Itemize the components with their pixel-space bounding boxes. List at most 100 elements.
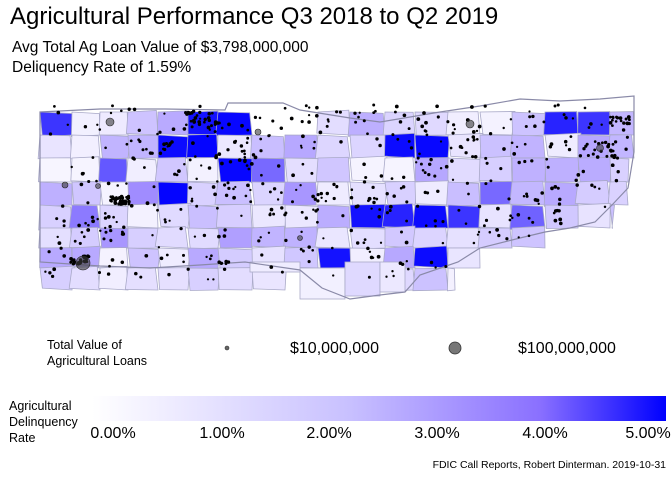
bank-point bbox=[385, 275, 388, 278]
bank-point bbox=[119, 202, 123, 206]
bank-point bbox=[372, 111, 376, 115]
bank-point bbox=[103, 212, 107, 215]
bank-point bbox=[558, 197, 562, 202]
county-polygon bbox=[349, 155, 388, 183]
bank-point bbox=[611, 115, 615, 119]
bank-point bbox=[453, 127, 456, 131]
bank-point bbox=[466, 138, 470, 142]
bank-point bbox=[517, 160, 521, 165]
bank-point bbox=[86, 201, 90, 205]
county-polygon bbox=[344, 261, 381, 297]
county-polygon bbox=[445, 227, 481, 249]
county-polygon bbox=[607, 180, 629, 206]
bank-point bbox=[62, 219, 66, 223]
bank-point bbox=[120, 109, 123, 113]
bank-point bbox=[473, 154, 478, 159]
bank-point bbox=[581, 169, 586, 174]
bank-point bbox=[420, 124, 425, 129]
bank-point bbox=[416, 204, 420, 208]
bank-point bbox=[188, 112, 192, 116]
county-polygon bbox=[543, 111, 579, 136]
bank-point bbox=[114, 196, 118, 199]
bank-point bbox=[569, 135, 573, 138]
bank-point bbox=[439, 167, 443, 170]
bank-point bbox=[426, 191, 430, 195]
bank-point bbox=[284, 238, 288, 243]
bank-point bbox=[95, 183, 101, 189]
bank-point bbox=[485, 161, 489, 165]
bank-point bbox=[144, 253, 149, 258]
size-legend-label-line1: Total Value of bbox=[47, 338, 122, 352]
bank-point bbox=[304, 104, 308, 108]
color-legend-title-line2: Delinquency bbox=[9, 415, 78, 429]
bank-point bbox=[330, 246, 334, 250]
bank-point bbox=[301, 162, 305, 166]
bank-point bbox=[558, 221, 563, 226]
county-polygon bbox=[349, 227, 389, 250]
bank-point bbox=[464, 222, 468, 225]
bank-point bbox=[195, 204, 199, 208]
county-polygon bbox=[314, 226, 351, 249]
county-polygon bbox=[187, 227, 221, 250]
bank-point bbox=[243, 152, 247, 156]
bank-point bbox=[249, 200, 253, 204]
bank-point bbox=[325, 124, 329, 128]
bank-point bbox=[219, 261, 224, 266]
bank-point bbox=[434, 266, 437, 269]
bank-point bbox=[557, 202, 562, 206]
bank-point bbox=[378, 208, 382, 211]
bank-point bbox=[95, 179, 98, 183]
bank-point bbox=[283, 106, 287, 110]
bank-point bbox=[595, 155, 600, 159]
bank-point bbox=[398, 120, 403, 124]
county-polygon bbox=[215, 111, 253, 137]
county-polygon bbox=[384, 180, 419, 206]
county-polygon bbox=[609, 204, 615, 229]
bank-point bbox=[593, 140, 597, 143]
bank-point bbox=[253, 115, 258, 120]
bank-point bbox=[206, 278, 210, 281]
bank-point bbox=[118, 195, 122, 200]
bank-point bbox=[228, 160, 233, 164]
bank-point bbox=[86, 228, 91, 232]
bank-point bbox=[427, 162, 432, 167]
bank-point bbox=[391, 133, 395, 137]
bank-point bbox=[109, 111, 113, 115]
bank-point bbox=[145, 147, 148, 151]
bank-point bbox=[181, 253, 186, 257]
bank-point bbox=[416, 156, 420, 160]
bank-point bbox=[590, 183, 594, 187]
source-caption: FDIC Call Reports, Robert Dinterman. 201… bbox=[432, 459, 666, 471]
county-polygon bbox=[37, 157, 73, 183]
bank-point bbox=[162, 142, 166, 147]
bank-point bbox=[257, 239, 261, 243]
bank-point bbox=[66, 123, 70, 127]
bank-point bbox=[284, 211, 288, 215]
bank-point bbox=[446, 120, 450, 124]
bank-point bbox=[439, 140, 443, 143]
bank-point bbox=[62, 254, 67, 258]
bank-point bbox=[240, 123, 244, 128]
bank-point bbox=[625, 135, 629, 139]
county-polygon bbox=[381, 203, 416, 229]
bank-point bbox=[48, 271, 52, 275]
bank-point bbox=[211, 185, 216, 189]
bank-point bbox=[484, 218, 489, 222]
color-legend-title-line3: Rate bbox=[9, 431, 36, 445]
bank-point bbox=[145, 201, 150, 206]
bank-point bbox=[116, 184, 119, 187]
bank-point bbox=[618, 116, 623, 120]
bank-point bbox=[126, 197, 130, 201]
bank-point bbox=[159, 256, 164, 261]
bank-point bbox=[611, 124, 614, 127]
bank-point bbox=[90, 215, 95, 220]
bank-point bbox=[576, 173, 581, 177]
bank-point bbox=[207, 166, 212, 170]
bank-point bbox=[188, 186, 192, 190]
county-polygon bbox=[477, 227, 513, 249]
county-polygon bbox=[511, 157, 547, 183]
bank-point bbox=[216, 180, 219, 183]
bank-point bbox=[483, 104, 487, 108]
bank-point bbox=[571, 117, 575, 120]
bank-point bbox=[624, 117, 628, 121]
